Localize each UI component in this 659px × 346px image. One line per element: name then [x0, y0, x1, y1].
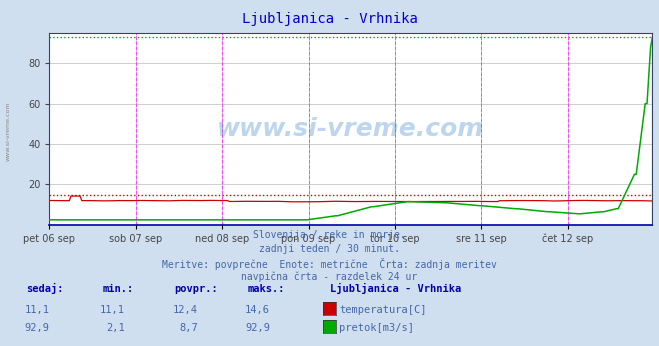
Text: maks.:: maks.: — [247, 284, 285, 294]
Text: Meritve: povprečne  Enote: metrične  Črta: zadnja meritev: Meritve: povprečne Enote: metrične Črta:… — [162, 258, 497, 270]
Text: zadnji teden / 30 minut.: zadnji teden / 30 minut. — [259, 244, 400, 254]
Text: 92,9: 92,9 — [24, 324, 49, 334]
Text: 2,1: 2,1 — [107, 324, 125, 334]
Text: Ljubljanica - Vrhnika: Ljubljanica - Vrhnika — [242, 12, 417, 26]
Text: 11,1: 11,1 — [100, 305, 125, 315]
Text: 14,6: 14,6 — [245, 305, 270, 315]
Text: povpr.:: povpr.: — [175, 284, 218, 294]
Text: min.:: min.: — [102, 284, 133, 294]
Text: www.si-vreme.com: www.si-vreme.com — [5, 102, 11, 161]
Text: sedaj:: sedaj: — [26, 283, 64, 294]
Text: Slovenija / reke in morje.: Slovenija / reke in morje. — [253, 230, 406, 240]
Text: www.si-vreme.com: www.si-vreme.com — [217, 117, 484, 141]
Text: 92,9: 92,9 — [245, 324, 270, 334]
Text: 11,1: 11,1 — [24, 305, 49, 315]
Text: navpična črta - razdelek 24 ur: navpična črta - razdelek 24 ur — [241, 272, 418, 282]
Text: temperatura[C]: temperatura[C] — [339, 305, 427, 315]
Text: Ljubljanica - Vrhnika: Ljubljanica - Vrhnika — [330, 283, 461, 294]
Text: 8,7: 8,7 — [179, 324, 198, 334]
Text: 12,4: 12,4 — [173, 305, 198, 315]
Text: pretok[m3/s]: pretok[m3/s] — [339, 324, 415, 334]
